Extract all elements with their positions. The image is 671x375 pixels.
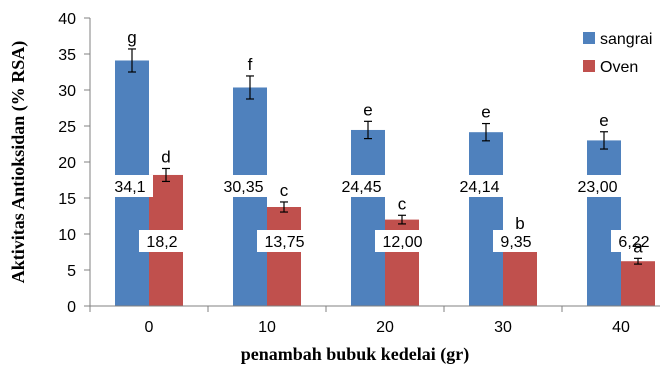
data-label-box	[334, 175, 389, 197]
x-tick-label: 0	[145, 319, 154, 336]
x-axis-ticks: 0 10 20 30 40	[89, 306, 630, 336]
bar-sangrai	[587, 140, 621, 306]
x-tick-label: 40	[612, 319, 630, 336]
y-tick-label: 30	[58, 83, 76, 100]
y-tick-label: 25	[58, 119, 76, 136]
y-tick-label: 35	[58, 47, 76, 64]
bar-oven	[267, 207, 301, 306]
data-label: 9,35	[500, 234, 531, 251]
data-label-box	[611, 230, 657, 252]
legend-label: Oven	[600, 59, 638, 76]
legend-label: sangrai	[600, 31, 652, 48]
x-axis-title: penambah bubuk kedelai (gr)	[241, 344, 470, 365]
y-axis-title: Aktivitas Antioksidan (% RSA)	[8, 41, 29, 284]
significance-letter: c	[280, 181, 289, 200]
significance-letter: b	[515, 214, 524, 233]
data-label: 23,00	[577, 179, 617, 196]
y-tick-label: 15	[58, 191, 76, 208]
data-label-box	[139, 230, 185, 252]
y-tick-label: 40	[58, 11, 76, 28]
legend-swatch	[583, 60, 595, 72]
y-tick-label: 0	[67, 299, 76, 316]
data-label: 30,35	[223, 179, 263, 196]
y-axis-ticks: 0 5 10 15 20 25 30 35 40	[58, 11, 90, 316]
significance-letter: e	[481, 103, 490, 122]
y-tick-label: 10	[58, 227, 76, 244]
data-label: 24,14	[459, 179, 499, 196]
data-labels: 34,1 30,35 24,45 24,14 23,00 18,2 13,75 12,00 9,…	[107, 175, 657, 252]
bar-sangrai	[351, 129, 385, 306]
legend: sangrai Oven	[583, 31, 652, 76]
data-label-box	[375, 230, 430, 252]
significance-letter: f	[248, 55, 253, 74]
data-label-box	[570, 175, 625, 197]
data-label: 18,2	[146, 234, 177, 251]
x-tick-label: 20	[376, 319, 394, 336]
bar-sangrai	[469, 132, 503, 306]
significance-letter: a	[633, 237, 643, 256]
significance-letter: g	[127, 28, 136, 47]
x-tick-label: 10	[258, 319, 276, 336]
data-label: 12,00	[382, 234, 422, 251]
data-label: 6,22	[618, 234, 649, 251]
data-label-box	[452, 175, 507, 197]
data-label-box	[257, 230, 312, 252]
data-label: 34,1	[114, 179, 145, 196]
y-tick-label: 20	[58, 155, 76, 172]
axes	[89, 18, 660, 307]
y-tick-label: 5	[67, 263, 76, 280]
data-label: 24,45	[341, 179, 381, 196]
significance-letters: g f e e e d c c b a	[127, 28, 643, 256]
x-tick-label: 30	[494, 319, 512, 336]
data-label: 13,75	[264, 234, 304, 251]
significance-letter: e	[599, 111, 608, 130]
data-label-box	[493, 230, 539, 252]
legend-swatch	[583, 32, 595, 44]
data-label-box	[216, 175, 271, 197]
error-bars	[128, 48, 642, 265]
data-label-box	[107, 175, 153, 197]
significance-letter: d	[161, 147, 170, 166]
bar-oven	[621, 261, 655, 306]
significance-letter: c	[398, 194, 407, 213]
significance-letter: e	[363, 100, 372, 119]
